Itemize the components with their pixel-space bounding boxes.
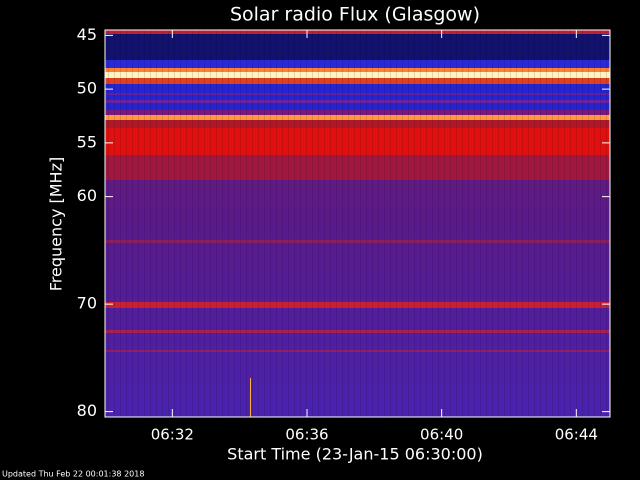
x-axis-label: Start Time (23-Jan-15 06:30:00)	[227, 445, 483, 464]
y-tick-label: 80	[77, 401, 97, 420]
x-tick-label: 06:44	[555, 426, 598, 444]
spectrogram-image	[105, 30, 610, 417]
plot-frame	[104, 29, 611, 418]
x-tick-label: 06:40	[420, 426, 463, 444]
y-axis-label: Frequency [MHz]	[47, 157, 66, 291]
footer: Updated Thu Feb 22 00:01:38 2018	[2, 470, 144, 479]
y-tick-label: 45	[77, 25, 97, 44]
chart-title: Solar radio Flux (Glasgow)	[230, 4, 480, 26]
y-tick-label: 70	[77, 294, 97, 313]
y-tick-label: 60	[77, 186, 97, 205]
x-tick-label: 06:36	[285, 426, 328, 444]
x-tick-label: 06:32	[151, 426, 194, 444]
y-tick-label: 55	[77, 132, 97, 151]
y-tick-label: 50	[77, 79, 97, 98]
